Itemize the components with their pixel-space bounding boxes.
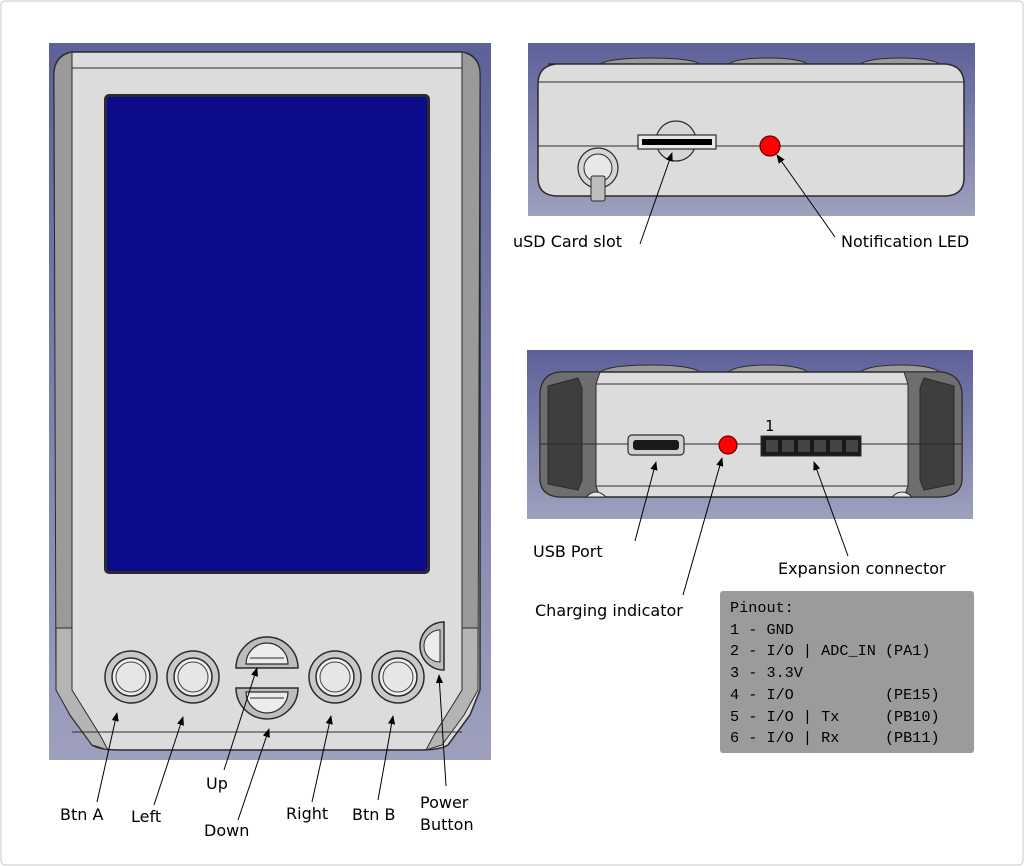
label-expansion-connector: Expansion connector [778,559,946,578]
front-view [49,43,491,760]
pinout-title: Pinout: [730,599,794,617]
right-rail [461,51,481,691]
btn-right[interactable] [308,650,362,704]
screen [107,97,427,571]
label-usb-port: USB Port [533,542,603,561]
btn-down[interactable] [235,687,299,720]
left-rail [53,51,73,691]
stylus-holder [577,147,619,202]
btn-a[interactable] [104,650,158,704]
device-top-edge [537,63,965,197]
label-up: Up [206,774,228,793]
device-bottom-edge [539,371,963,498]
right-corner [424,627,479,751]
expansion-connector[interactable] [760,435,862,457]
pinout-line: 2 - I/O | ADC_IN (PA1) [730,642,931,661]
label-power-line2: Button [420,815,474,834]
top-callouts: uSD Card slot Notification LED [513,152,969,251]
notification-led [759,135,781,157]
bottom-callouts: USB Port Charging indicator Expansion co… [533,457,946,620]
label-btn-a: Btn A [60,805,103,824]
btn-b[interactable] [371,650,425,704]
bottom-view: 1 [527,350,973,519]
pin-one-marker: 1 [765,417,774,435]
label-right: Right [286,804,328,823]
label-charging-indicator: Charging indicator [535,601,683,620]
pinout-box: Pinout: 1 - GND 2 - I/O | ADC_IN (PA1) 3… [720,591,974,753]
front-callouts: Btn A Left Up Down Right Btn B Power But… [60,667,474,840]
pinout-line: 4 - I/O (PE15) [730,685,940,704]
pinout-line: 5 - I/O | Tx (PB10) [730,707,940,726]
pinout-line: 3 - 3.3V [730,664,803,683]
pinout-line: 1 - GND [730,620,794,639]
pinout-line: 6 - I/O | Rx (PB11) [730,729,940,748]
left-corner [55,627,110,751]
label-usd-slot: uSD Card slot [513,232,622,251]
label-btn-b: Btn B [352,805,395,824]
btn-up[interactable] [235,636,299,669]
btn-left[interactable] [166,650,220,704]
top-view [528,43,975,216]
label-left: Left [131,807,161,826]
label-power-line1: Power [420,793,469,812]
label-notification-led: Notification LED [841,232,969,251]
charging-indicator [718,435,738,455]
power-button[interactable] [419,621,445,671]
label-down: Down [204,821,249,840]
